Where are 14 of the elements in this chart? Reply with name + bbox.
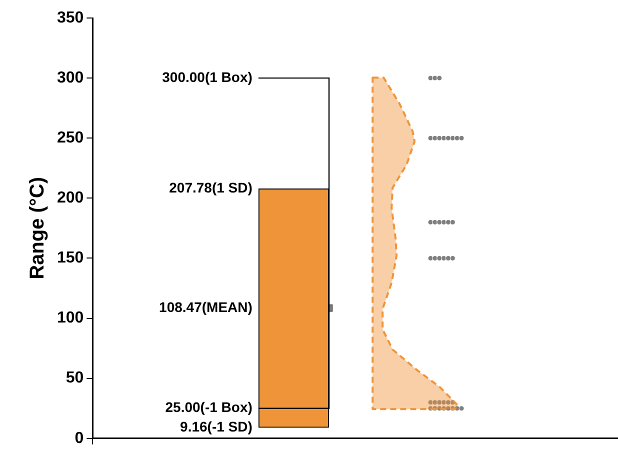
y-tick-label: 250 <box>56 130 84 147</box>
y-tick-label: 150 <box>56 250 84 267</box>
annotation: 108.47(MEAN) <box>159 298 252 315</box>
y-tick-label: 0 <box>74 430 84 447</box>
annotation: 25.00(-1 Box) <box>165 399 252 416</box>
y-tick-label: 350 <box>56 9 84 26</box>
y-tick-label: 50 <box>66 370 84 387</box>
y-tick-label: 300 <box>56 69 84 86</box>
annotation: 9.16(-1 SD) <box>180 418 252 434</box>
y-tick-label: 200 <box>56 190 84 207</box>
y-axis-title: Range (°C) <box>26 176 49 280</box>
annotation: 207.78(1 SD) <box>169 180 252 196</box>
annotation: 300.00(1 Box) <box>162 68 252 85</box>
y-tick-label: 100 <box>56 310 84 327</box>
